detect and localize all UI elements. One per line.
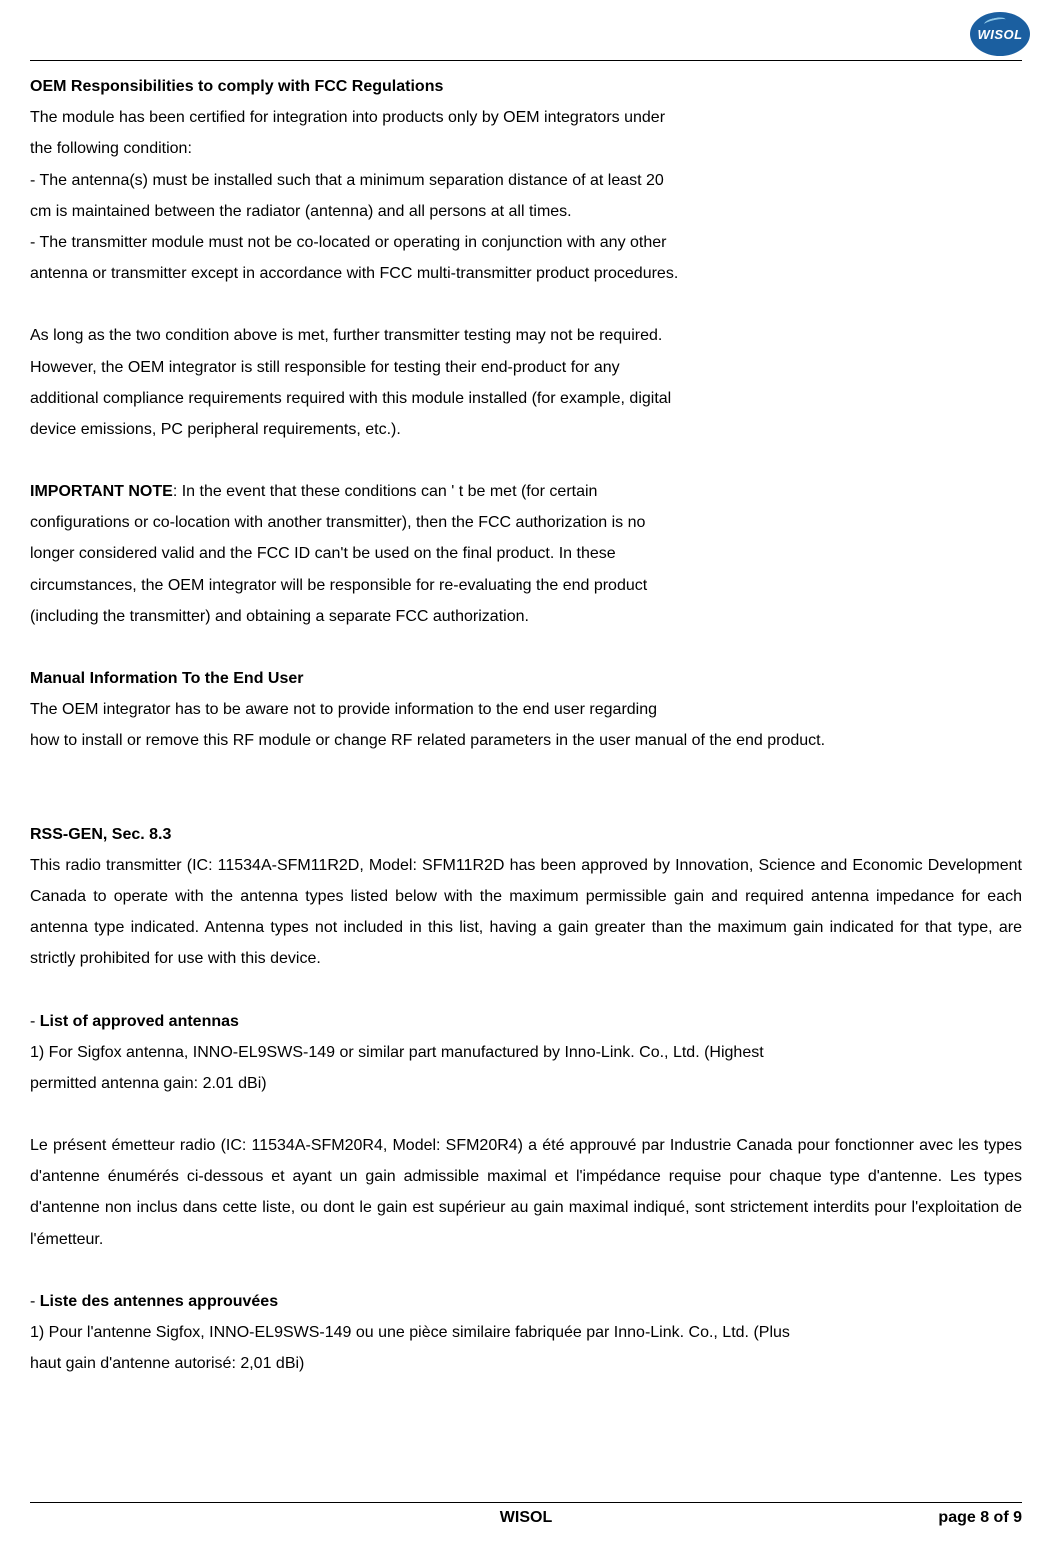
body-text: - The antenna(s) must be installed such … xyxy=(30,165,1022,196)
body-text: cm is maintained between the radiator (a… xyxy=(30,196,1022,227)
rss-heading: RSS-GEN, Sec. 8.3 xyxy=(30,819,1022,850)
body-text: 1) For Sigfox antenna, INNO-EL9SWS-149 o… xyxy=(30,1037,1022,1068)
body-text: - The transmitter module must not be co-… xyxy=(30,227,1022,258)
body-text: (including the transmitter) and obtainin… xyxy=(30,601,1022,632)
footer-center: WISOL xyxy=(500,1509,552,1527)
manual-heading: Manual Information To the End User xyxy=(30,663,1022,694)
important-note-rest: : In the event that these conditions can… xyxy=(173,483,598,500)
body-text: antenna or transmitter except in accorda… xyxy=(30,258,1022,289)
logo-oval: WISOL xyxy=(970,12,1030,56)
spacer-large xyxy=(30,757,1022,819)
oem-heading: OEM Responsibilities to comply with FCC … xyxy=(30,71,1022,102)
french-body: Le présent émetteur radio (IC: 11534A-SF… xyxy=(30,1130,1022,1255)
body-text: As long as the two condition above is me… xyxy=(30,320,1022,351)
spacer xyxy=(30,632,1022,663)
footer-page: page 8 of 9 xyxy=(938,1509,1022,1527)
body-text: device emissions, PC peripheral requirem… xyxy=(30,414,1022,445)
body-text: permitted antenna gain: 2.01 dBi) xyxy=(30,1068,1022,1099)
wisol-logo: WISOL xyxy=(970,12,1030,56)
spacer xyxy=(30,1255,1022,1286)
spacer xyxy=(30,975,1022,1006)
important-note-label: IMPORTANT NOTE xyxy=(30,483,173,500)
body-text: longer considered valid and the FCC ID c… xyxy=(30,538,1022,569)
body-text: haut gain d'antenne autorisé: 2,01 dBi) xyxy=(30,1348,1022,1379)
page-footer: WISOL page 8 of 9 xyxy=(30,1502,1022,1527)
spacer xyxy=(30,1099,1022,1130)
french-approved-line: - Liste des antennes approuvées xyxy=(30,1286,1022,1317)
body-text: The OEM integrator has to be aware not t… xyxy=(30,694,1022,725)
important-note-line: IMPORTANT NOTE: In the event that these … xyxy=(30,476,1022,507)
body-text: 1) Pour l'antenne Sigfox, INNO-EL9SWS-14… xyxy=(30,1317,1022,1348)
header-rule xyxy=(30,60,1022,61)
logo-text: WISOL xyxy=(977,27,1022,42)
spacer xyxy=(30,289,1022,320)
body-text: The module has been certified for integr… xyxy=(30,102,1022,133)
approved-antennas-line: - List of approved antennas xyxy=(30,1006,1022,1037)
body-text: However, the OEM integrator is still res… xyxy=(30,352,1022,383)
body-text: how to install or remove this RF module … xyxy=(30,725,1022,756)
rss-body: This radio transmitter (IC: 11534A-SFM11… xyxy=(30,850,1022,975)
body-text: the following condition: xyxy=(30,133,1022,164)
body-text: circumstances, the OEM integrator will b… xyxy=(30,570,1022,601)
spacer xyxy=(30,445,1022,476)
body-text: configurations or co-location with anoth… xyxy=(30,507,1022,538)
document-body: OEM Responsibilities to comply with FCC … xyxy=(30,71,1022,1379)
body-text: additional compliance requirements requi… xyxy=(30,383,1022,414)
approved-heading: List of approved antennas xyxy=(40,1013,239,1030)
french-heading: Liste des antennes approuvées xyxy=(40,1293,278,1310)
